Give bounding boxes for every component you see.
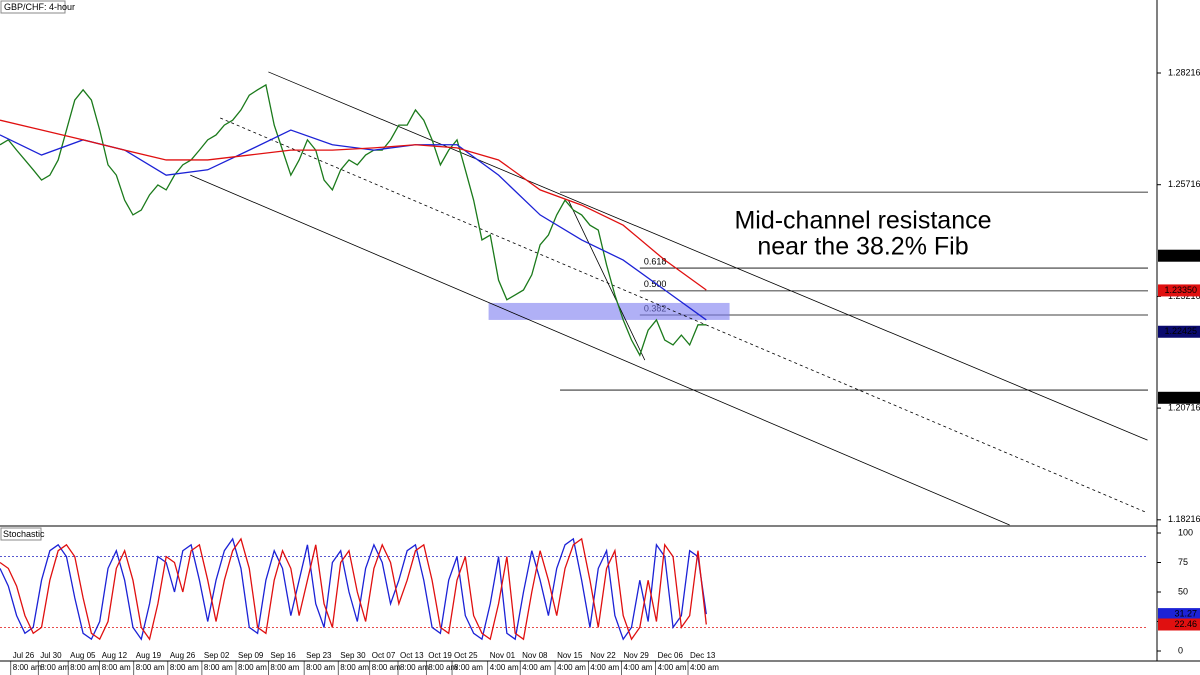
x-tick-time: 8:00 am — [340, 663, 369, 672]
x-tick-label: Oct 25 — [454, 651, 478, 660]
x-tick-time: 4:00 am — [522, 663, 551, 672]
x-tick-label: Nov 08 — [522, 651, 548, 660]
panel-title: Stochastic — [3, 529, 45, 539]
x-tick-time: 4:00 am — [490, 663, 519, 672]
y-tick-label: 1.18216 — [1168, 514, 1200, 524]
x-tick-label: Nov 15 — [557, 651, 583, 660]
x-tick-label: Jul 30 — [40, 651, 62, 660]
fib-label: 0.500 — [644, 279, 667, 289]
last-value-box — [1158, 608, 1200, 621]
x-tick-time: 8:00 am — [70, 663, 99, 672]
trendline — [268, 71, 1148, 441]
annotation: near the 38.2% Fib — [757, 233, 968, 261]
x-tick-label: Dec 13 — [690, 651, 716, 660]
x-tick-label: Nov 01 — [490, 651, 516, 660]
x-tick-time: 8:00 am — [136, 663, 165, 672]
x-tick-time: 4:00 am — [690, 663, 719, 672]
price-label-box — [1158, 325, 1200, 338]
x-tick-label: Sep 02 — [204, 651, 230, 660]
price-label-box — [1158, 249, 1200, 262]
x-tick-label: Aug 19 — [136, 651, 162, 660]
y-tick-label: 50 — [1178, 586, 1188, 596]
x-tick-time: 4:00 am — [624, 663, 653, 672]
zone — [488, 302, 730, 320]
x-tick-label: Dec 06 — [658, 651, 684, 660]
last-value-box — [1158, 618, 1200, 631]
x-tick-label: Sep 09 — [238, 651, 264, 660]
series-line — [0, 537, 707, 641]
trendline — [190, 174, 1010, 526]
x-tick-time: 8:00 am — [400, 663, 429, 672]
x-tick-time: 4:00 am — [557, 663, 586, 672]
x-tick-label: Oct 07 — [372, 651, 396, 660]
series-line — [0, 119, 707, 291]
x-tick-time: 8:00 am — [170, 663, 199, 672]
x-tick-time: 8:00 am — [270, 663, 299, 672]
title-box — [0, 0, 66, 14]
price-label-box — [1158, 284, 1200, 297]
price-label: 1.22425 — [1164, 326, 1197, 336]
x-tick-label: Oct 19 — [428, 651, 452, 660]
x-tick-time: 8:00 am — [204, 663, 233, 672]
x-tick-label: Sep 16 — [270, 651, 296, 660]
price-label: 1.24127 — [1164, 250, 1197, 260]
x-tick-time: 8:00 am — [454, 663, 483, 672]
series-line — [0, 537, 707, 641]
last-value-label: 31.27 — [1174, 608, 1197, 618]
x-tick-label: Aug 05 — [70, 651, 96, 660]
panel-title-box — [0, 527, 42, 541]
x-tick-label: Aug 26 — [170, 651, 196, 660]
x-tick-time: 8:00 am — [102, 663, 131, 672]
x-tick-label: Jul 26 — [13, 651, 35, 660]
last-value-label: 22.46 — [1174, 619, 1197, 629]
series-line — [0, 83, 707, 357]
annotation: Mid-channel resistance — [734, 207, 991, 235]
chart-title: GBP/CHF: 4-hour — [4, 2, 75, 12]
x-tick-label: Sep 30 — [340, 651, 366, 660]
price-label: 1.20947 — [1164, 392, 1197, 402]
x-tick-label: Oct 13 — [400, 651, 424, 660]
y-tick-label: 100 — [1178, 527, 1193, 537]
y-tick-label: 0 — [1178, 645, 1183, 655]
x-tick-time: 8:00 am — [238, 663, 267, 672]
x-tick-time: 8:00 am — [428, 663, 457, 672]
y-tick-label: 1.28216 — [1168, 67, 1200, 77]
x-tick-time: 8:00 am — [13, 663, 42, 672]
price-label-box — [1158, 391, 1200, 404]
x-tick-label: Aug 12 — [102, 651, 128, 660]
fib-label: 0.618 — [644, 256, 667, 266]
y-tick-label: 75 — [1178, 557, 1188, 567]
trendline — [567, 199, 646, 361]
price-label: 1.23350 — [1164, 285, 1197, 295]
x-tick-time: 4:00 am — [590, 663, 619, 672]
y-tick-label: 1.25716 — [1168, 179, 1200, 189]
x-tick-time: 8:00 am — [372, 663, 401, 672]
x-tick-time: 4:00 am — [658, 663, 687, 672]
x-tick-label: Sep 23 — [306, 651, 332, 660]
x-tick-label: Nov 22 — [590, 651, 616, 660]
x-tick-time: 8:00 am — [306, 663, 335, 672]
x-tick-time: 8:00 am — [40, 663, 69, 672]
plot-layer: 1.282161.257161.232161.207161.182160.618… — [0, 67, 1200, 675]
x-tick-label: Nov 29 — [624, 651, 650, 660]
y-tick-label: 1.20716 — [1168, 402, 1200, 412]
